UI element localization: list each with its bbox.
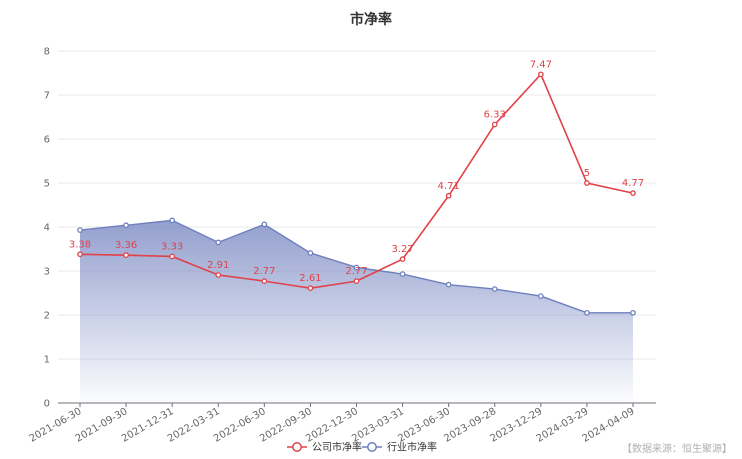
data-label: 7.47 [530,59,552,70]
y-tick-label: 7 [44,91,50,102]
industry-area-fill [80,220,633,403]
data-label: 2.61 [299,273,321,284]
industry-area [80,220,633,403]
company-point [261,278,268,284]
industry-point [215,239,222,246]
legend-item-company[interactable]: 公司市净率 [287,441,362,454]
industry-point [169,217,176,224]
y-tick-label: 6 [44,135,50,146]
industry-point [491,286,498,292]
series-points [77,71,636,316]
company-point [123,252,129,259]
data-label: 3.38 [69,239,91,250]
legend-label: 行业市净率 [387,441,437,454]
industry-point [261,221,268,228]
company-point [353,278,360,284]
y-tick-label: 4 [44,223,50,234]
x-tick-label: 2024-04-09 [581,406,637,445]
data-label: 5 [584,168,590,179]
industry-point [77,227,83,233]
industry-point [445,281,452,288]
y-tick-label: 3 [44,267,50,278]
y-tick-label: 0 [44,399,50,410]
industry-point [307,250,314,256]
data-label: 2.91 [207,260,229,271]
company-line [79,72,634,289]
company-point [77,251,83,258]
company-point [445,192,452,199]
data-label: 4.71 [438,181,460,192]
y-tick-label: 2 [44,311,50,322]
company-point [630,190,636,196]
industry-point [399,271,406,277]
data-label: 3.36 [115,240,137,251]
company-point [169,253,176,260]
company-point [584,180,590,186]
industry-point [630,309,636,316]
industry-point [537,293,544,299]
data-label: 4.77 [622,178,644,189]
y-tick-label: 5 [44,179,50,190]
company-point [399,256,406,262]
chart-title: 市净率 [350,11,392,28]
company-point [307,285,314,292]
legend-item-industry[interactable]: 行业市净率 [362,441,437,454]
company-point [491,121,498,128]
legend-marker [292,442,302,452]
industry-point [123,222,129,229]
data-label: 2.77 [345,266,367,277]
company-point [215,272,222,278]
y-tick-label: 1 [44,355,50,366]
data-label: 3.27 [391,244,413,255]
company-point [537,71,544,78]
data-labels: 3.38 3.36 3.33 2.91 2.77 2.61 2.77 3.27 4.71 6.33… [69,59,644,284]
y-tick-label: 8 [44,47,50,58]
legend-marker [367,442,377,452]
data-label: 2.77 [253,266,275,277]
source-note: 【数据来源：恒生聚源】 [622,442,732,455]
data-label: 3.33 [161,241,183,252]
y-axis: 0 1 2 3 4 5 6 7 8 [44,47,50,410]
x-axis: 2021-06-302021-09-302021-12-312022-03-31… [28,402,656,445]
legend-label: 公司市净率 [312,441,362,454]
industry-point [584,309,590,316]
data-label: 6.33 [484,109,506,120]
industry-point [353,264,360,271]
legend[interactable]: 公司市净率 行业市净率 [287,441,437,454]
